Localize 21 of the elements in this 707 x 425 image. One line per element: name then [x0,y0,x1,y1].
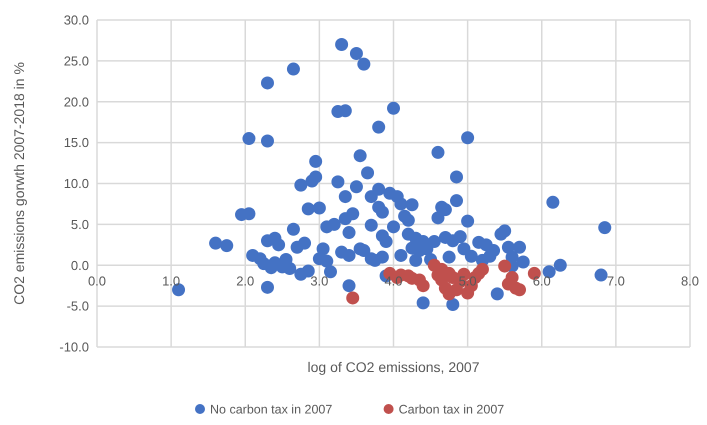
y-tick-label: 30.0 [64,12,89,28]
x-tick-label: 8.0 [680,273,700,288]
legend-label: Carbon tax in 2007 [398,402,504,416]
y-tick-label: 25.0 [64,53,89,68]
x-axis-title: log of CO2 emissions, 2007 [308,359,480,375]
x-tick-label: 6.0 [532,273,551,288]
y-tick-label: 0.0 [70,258,89,273]
y-tick-label: 20.0 [64,94,89,110]
x-tick-label: 1.0 [162,273,180,288]
x-tick-label: 7.0 [606,273,625,288]
x-tick-label: 2.0 [236,273,254,288]
y-tick-label: 10.0 [64,176,89,192]
x-tick-label: 0.0 [88,273,106,288]
legend-label: No carbon tax in 2007 [210,402,332,416]
y-tick-label: 15.0 [64,135,89,150]
y-tick-label: -5.0 [66,298,89,314]
y-axis-title: CO2 emissions gorwth 2007-2018 in % [11,62,27,305]
x-tick-label: 5.0 [458,273,477,288]
x-tick-label: 3.0 [310,273,328,288]
y-tick-label: -10.0 [59,340,89,355]
y-tick-label: 5.0 [70,216,89,232]
